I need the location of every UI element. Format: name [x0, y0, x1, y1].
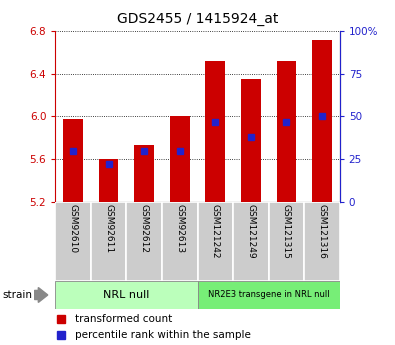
FancyBboxPatch shape [198, 202, 233, 281]
Text: GSM92613: GSM92613 [175, 204, 184, 253]
Bar [241, 79, 261, 202]
FancyBboxPatch shape [55, 202, 91, 281]
FancyBboxPatch shape [233, 202, 269, 281]
Bar [205, 61, 225, 202]
FancyBboxPatch shape [269, 202, 304, 281]
Text: transformed count: transformed count [75, 314, 173, 324]
FancyArrow shape [34, 287, 48, 303]
Text: strain: strain [2, 290, 32, 300]
Text: NR2E3 transgene in NRL null: NR2E3 transgene in NRL null [208, 290, 329, 299]
Text: percentile rank within the sample: percentile rank within the sample [75, 330, 251, 340]
Bar [170, 117, 190, 202]
Bar [276, 61, 296, 202]
Text: GSM121316: GSM121316 [318, 204, 326, 259]
FancyBboxPatch shape [162, 202, 198, 281]
FancyBboxPatch shape [55, 281, 198, 309]
Bar [312, 40, 332, 202]
FancyBboxPatch shape [304, 202, 340, 281]
Text: GSM121249: GSM121249 [246, 204, 255, 259]
Bar [63, 119, 83, 202]
Text: GSM121315: GSM121315 [282, 204, 291, 259]
Text: GSM121242: GSM121242 [211, 204, 220, 259]
Text: GDS2455 / 1415924_at: GDS2455 / 1415924_at [117, 12, 278, 26]
Text: GSM92612: GSM92612 [140, 204, 149, 253]
Bar [99, 159, 118, 202]
Text: GSM92611: GSM92611 [104, 204, 113, 253]
Text: NRL null: NRL null [103, 290, 150, 300]
FancyBboxPatch shape [126, 202, 162, 281]
Bar [134, 145, 154, 202]
FancyBboxPatch shape [198, 281, 340, 309]
Text: GSM92610: GSM92610 [69, 204, 77, 253]
FancyBboxPatch shape [91, 202, 126, 281]
